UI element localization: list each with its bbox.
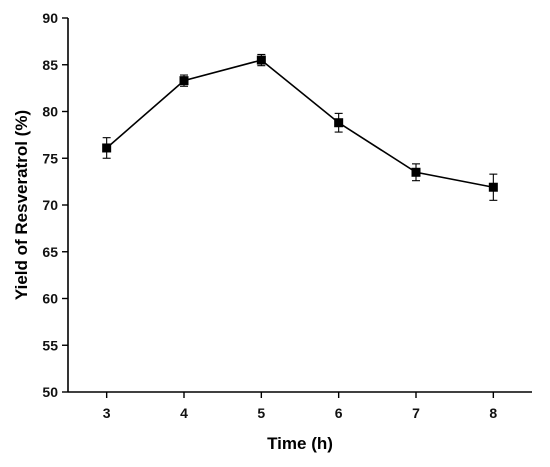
x-tick-label: 4: [180, 405, 188, 421]
y-tick-label: 60: [42, 291, 58, 307]
data-point: [411, 167, 421, 177]
y-ticks: 50 55 60 65 70 75 80 85 90: [42, 10, 68, 400]
data-point: [179, 76, 189, 86]
axes: [67, 18, 532, 393]
x-tick-label: 3: [103, 405, 111, 421]
y-tick-label: 50: [42, 384, 58, 400]
data-point: [334, 118, 344, 128]
data-point: [256, 55, 266, 65]
x-tick-label: 5: [257, 405, 265, 421]
data-point: [488, 182, 498, 192]
y-axis-title: Yield of Resveratrol (%): [12, 110, 31, 300]
data-point: [102, 143, 112, 153]
series-line: [106, 59, 494, 189]
x-ticks: 3 4 5 6 7 8: [103, 392, 497, 421]
x-tick-label: 7: [412, 405, 420, 421]
x-tick-label: 6: [335, 405, 343, 421]
y-tick-label: 80: [42, 104, 58, 120]
plot-area: [102, 53, 498, 201]
x-axis-title: Time (h): [267, 434, 333, 453]
y-tick-label: 70: [42, 197, 58, 213]
y-tick-label: 75: [42, 150, 58, 166]
x-tick-label: 8: [489, 405, 497, 421]
y-tick-label: 85: [42, 57, 58, 73]
y-tick-label: 55: [42, 337, 58, 353]
y-tick-label: 65: [42, 244, 58, 260]
y-tick-label: 90: [42, 10, 58, 26]
